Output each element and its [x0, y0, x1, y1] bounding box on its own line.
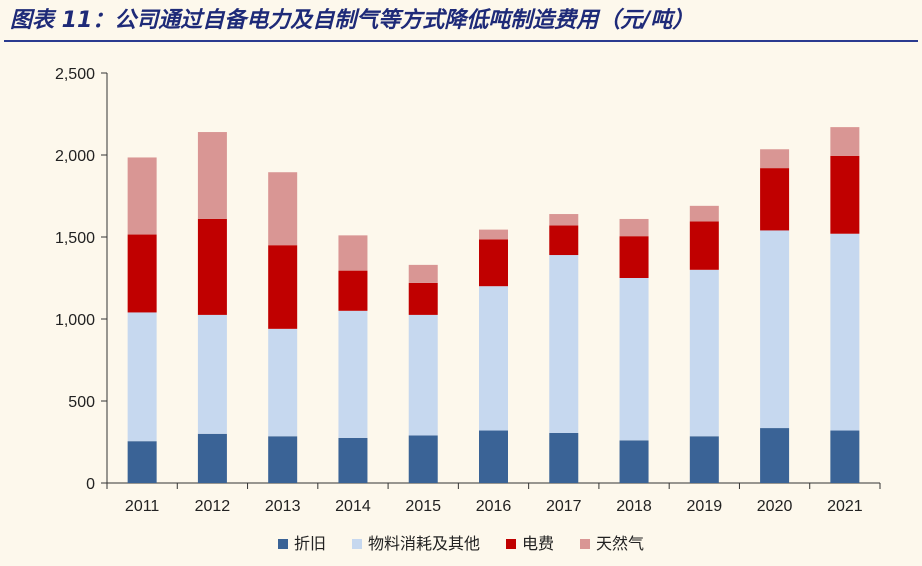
figure-title: 图表 11：公司通过自备电力及自制气等方式降低吨制造费用（元/吨）: [10, 8, 695, 33]
bar-segment-2017-s3: [549, 214, 579, 226]
bar-segment-2011-s2: [127, 234, 157, 313]
x-tick-label: 2021: [827, 498, 863, 515]
bar-segment-2019-s3: [689, 205, 719, 222]
bar-segment-2014-s1: [338, 310, 368, 438]
bar-segment-2019-s2: [689, 221, 719, 270]
legend-swatch: [506, 539, 516, 549]
y-tick-label: 2,500: [55, 66, 95, 83]
y-tick-label: 1,000: [55, 312, 95, 329]
bar-segment-2017-s2: [549, 225, 579, 256]
bar-segment-2018-s0: [619, 440, 649, 483]
bar-segment-2012-s1: [197, 314, 227, 434]
bar-segment-2014-s2: [338, 270, 368, 311]
legend-label: 物料消耗及其他: [368, 534, 480, 553]
bar-segment-2019-s0: [689, 436, 719, 483]
bar-segment-2015-s2: [408, 282, 438, 315]
x-tick-label: 2015: [405, 498, 441, 515]
bar-segment-2021-s2: [830, 155, 860, 234]
x-tick-label: 2020: [757, 498, 793, 515]
legend: 折旧 物料消耗及其他 电费 天然气: [278, 534, 644, 553]
bar-segment-2013-s1: [268, 328, 298, 437]
x-tick-label: 2017: [546, 498, 582, 515]
legend-swatch: [352, 539, 362, 549]
x-tick-label: 2013: [265, 498, 301, 515]
y-axis: 0 500 1,000 1,500 2,000 2,500: [55, 66, 108, 493]
bar-segment-2018-s2: [619, 236, 649, 278]
bar-segment-2015-s1: [408, 314, 438, 436]
x-tick-label: 2018: [616, 498, 652, 515]
y-tick-label: 1,500: [55, 230, 95, 247]
bar-segment-2020-s2: [760, 168, 790, 231]
x-tick-label: 2011: [125, 498, 160, 515]
bar-segment-2017-s1: [549, 255, 579, 433]
y-tick-label: 2,000: [55, 148, 95, 165]
bar-segment-2016-s2: [479, 239, 508, 287]
bar-segment-2013-s3: [268, 172, 298, 246]
y-tick-label: 500: [68, 394, 95, 411]
bar-segment-2018-s3: [619, 218, 649, 237]
bar-segment-2012-s0: [197, 433, 227, 483]
bar-segment-2016-s1: [479, 286, 508, 431]
bar-segment-2021-s3: [830, 127, 860, 156]
x-tick-label: 2012: [195, 498, 231, 515]
bar-segment-2011-s1: [127, 312, 157, 442]
bar-segment-2012-s2: [197, 218, 227, 315]
bar-segment-2014-s3: [338, 235, 368, 271]
bar-segment-2011-s3: [127, 157, 157, 235]
bar-segment-2012-s3: [197, 132, 227, 219]
legend-swatch: [580, 539, 590, 549]
bar-segment-2013-s0: [268, 436, 298, 483]
bar-segment-2015-s0: [408, 435, 438, 483]
legend-label: 折旧: [294, 534, 326, 553]
bar-segment-2015-s3: [408, 264, 438, 283]
bar-segment-2019-s1: [689, 269, 719, 437]
legend-label: 天然气: [596, 534, 644, 553]
legend-swatch: [278, 539, 288, 549]
legend-label: 电费: [522, 534, 554, 553]
bar-segment-2021-s1: [830, 233, 860, 431]
x-tick-label: 2014: [335, 498, 371, 515]
bar-segment-2021-s0: [830, 430, 860, 483]
bar-segment-2013-s2: [268, 245, 298, 329]
bar-segment-2014-s0: [338, 437, 368, 483]
x-tick-label: 2019: [687, 498, 723, 515]
bar-segment-2011-s0: [127, 441, 157, 483]
x-axis: 2011 2012 2013 2014 2015 2016 2017 2018 2019 2020…: [106, 482, 881, 515]
title-rule: [4, 40, 918, 42]
bar-segment-2017-s0: [549, 432, 579, 483]
bar-segment-2016-s0: [479, 430, 508, 483]
bar-segment-2020-s1: [760, 230, 790, 429]
bar-segment-2018-s1: [619, 278, 649, 441]
bar-segment-2020-s0: [760, 428, 790, 483]
bar-segment-2020-s3: [760, 149, 790, 169]
y-tick-label: 0: [86, 476, 95, 493]
bar-area: [127, 127, 860, 483]
bar-segment-2016-s3: [479, 229, 508, 240]
x-tick-label: 2016: [476, 498, 512, 515]
